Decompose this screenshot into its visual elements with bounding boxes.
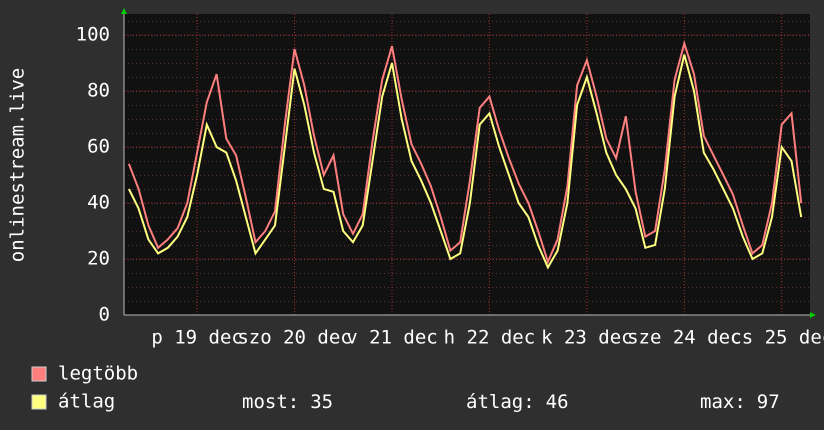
y-axis-label: onlinestream.live xyxy=(7,68,29,262)
x-arrow xyxy=(810,312,816,318)
x-tick-label: sze 24 dec xyxy=(627,327,741,349)
legend-label: átlag xyxy=(58,391,115,413)
lines xyxy=(127,39,803,270)
y-tick-label: 0 xyxy=(99,304,110,326)
stat-value: 97 xyxy=(757,391,780,413)
x-tick-label: k 23 dec xyxy=(541,327,633,349)
x-tick-label: cs 25 dec xyxy=(730,327,824,349)
series-line xyxy=(127,39,803,265)
stat-label: átlag: xyxy=(466,391,535,413)
stat-label: max: xyxy=(700,391,746,413)
y-tick-label: 80 xyxy=(87,80,110,102)
x-tick-label: h 22 dec xyxy=(444,327,536,349)
legend: legtöbb átlag most: 35 átlag: 46 max: 97 xyxy=(31,363,780,413)
x-tick-label: v 21 dec xyxy=(346,327,438,349)
y-tick-label: 60 xyxy=(87,136,110,158)
x-tick-label: p 19 dec xyxy=(151,327,243,349)
stat: max: 97 xyxy=(700,391,780,413)
legend-label: legtöbb xyxy=(58,363,138,385)
stat: átlag: 46 xyxy=(466,391,569,413)
stat-label: most: xyxy=(242,391,299,413)
legend-swatch xyxy=(31,366,47,382)
series-line xyxy=(128,54,803,270)
minor-grid xyxy=(124,14,810,315)
stat-value: 35 xyxy=(310,391,333,413)
y-arrow xyxy=(121,8,127,14)
stat: most: 35 xyxy=(242,391,333,413)
stat-value: 46 xyxy=(546,391,569,413)
y-tick-label: 100 xyxy=(76,24,110,46)
y-tick-label: 20 xyxy=(87,248,110,270)
legend-swatch xyxy=(31,394,47,410)
x-tick-label: szo 20 dec xyxy=(237,327,351,349)
y-tick-label: 40 xyxy=(87,192,110,214)
